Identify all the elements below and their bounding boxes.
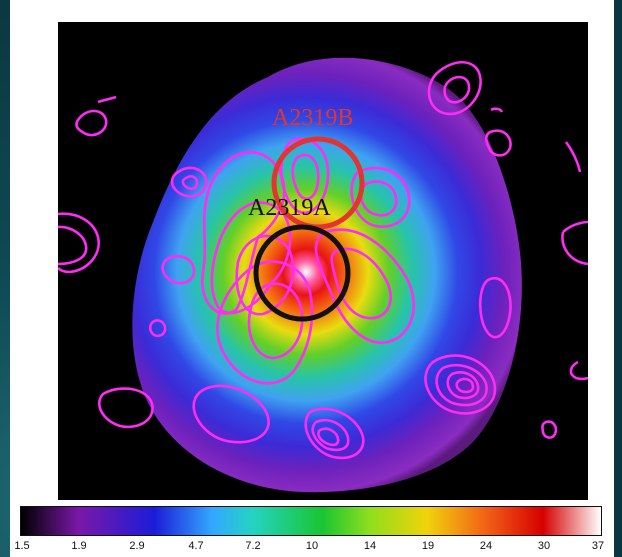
xray-emission — [132, 57, 522, 493]
colorbar-tick: 14 — [363, 540, 377, 552]
colorbar-tick: 1.5 — [14, 540, 30, 552]
colorbar-tick: 30 — [537, 540, 551, 552]
colorbar-tick: 19 — [421, 540, 435, 552]
cluster-a-label: A2319A — [248, 195, 331, 221]
colorbar-tick: 2.9 — [129, 540, 145, 552]
cluster-b-label: A2319B — [272, 105, 354, 131]
cluster-b-circle — [271, 136, 365, 230]
colorbar-tick: 24 — [479, 540, 493, 552]
colorbar-tick: 7.2 — [245, 540, 261, 552]
colorbar-ticks: 1.5 1.9 2.9 4.7 7.2 10 14 19 24 30 37 — [0, 540, 622, 556]
colorbar-tick: 1.9 — [71, 540, 87, 552]
xray-radio-map — [58, 22, 588, 500]
colorbar-tick: 4.7 — [188, 540, 204, 552]
colorbar — [20, 506, 602, 536]
colorbar-tick: 10 — [305, 540, 319, 552]
colorbar-tick: 37 — [591, 540, 605, 552]
figure-panel: A2319B A2319A — [10, 0, 614, 557]
colorbar-gradient — [21, 507, 601, 535]
map-canvas — [58, 22, 588, 500]
cluster-a-circle — [253, 224, 351, 322]
radio-contours — [58, 61, 588, 460]
